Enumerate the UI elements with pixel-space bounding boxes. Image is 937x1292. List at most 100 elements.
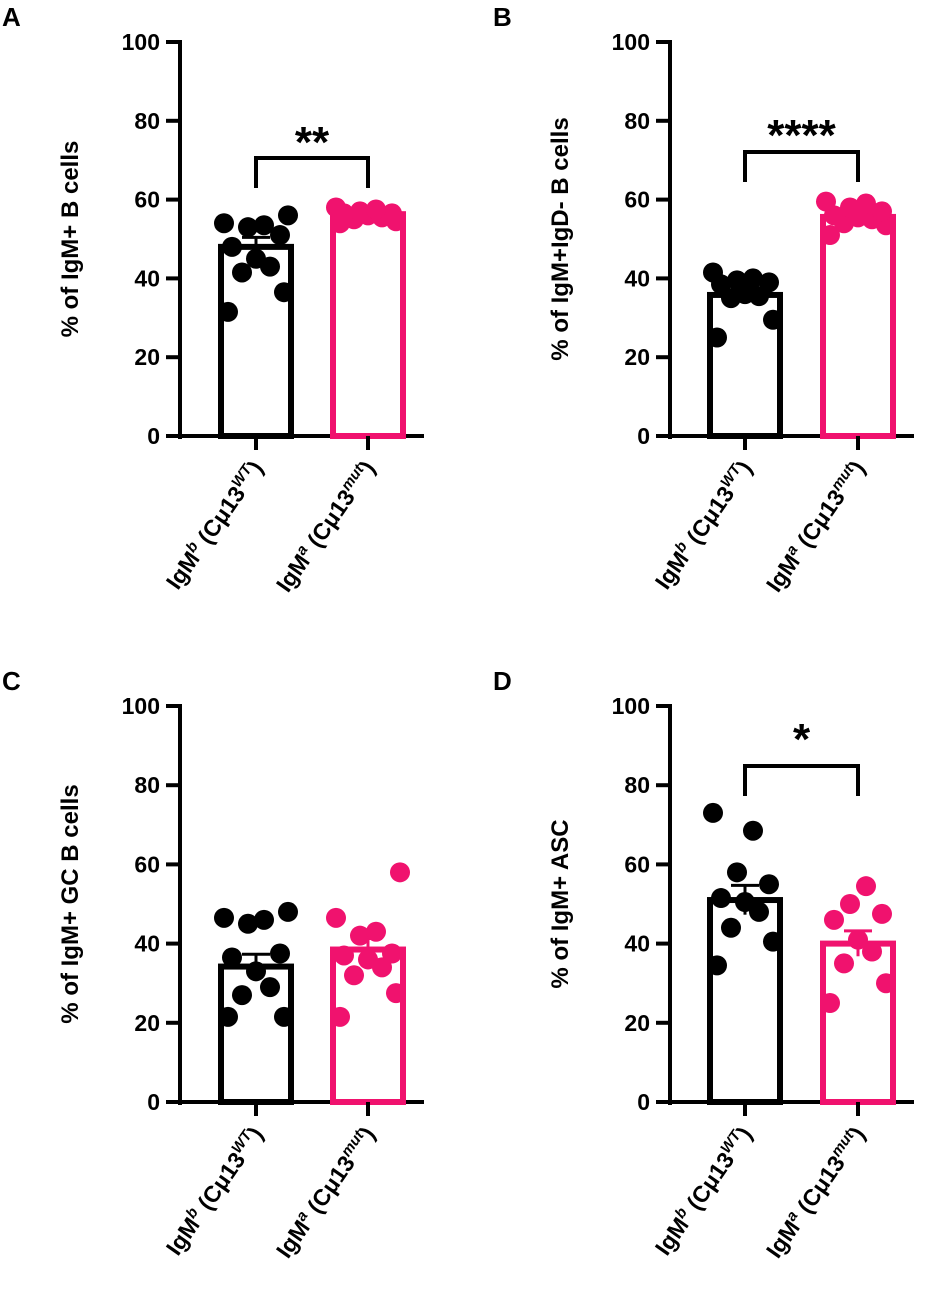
y-tick-label: 0 — [637, 1089, 650, 1115]
y-axis-label: % of IgM+ ASC — [547, 819, 574, 988]
y-tick-label: 80 — [134, 108, 160, 134]
y-tick-label: 40 — [624, 931, 650, 957]
data-point — [326, 907, 346, 928]
data-point — [856, 193, 876, 214]
data-point — [214, 907, 234, 928]
data-point — [350, 201, 370, 222]
data-point — [711, 888, 731, 909]
data-point — [840, 197, 860, 218]
label-part: IgM — [271, 549, 315, 596]
data-point — [707, 955, 727, 976]
significance-label: ** — [295, 118, 330, 167]
data-point — [254, 215, 274, 236]
data-point — [703, 262, 723, 283]
data-point — [840, 894, 860, 914]
data-point — [274, 1006, 294, 1027]
label-part: IgM — [761, 1215, 805, 1262]
data-point — [232, 985, 252, 1006]
y-tick-label: 60 — [134, 851, 160, 877]
y-tick-label: 60 — [624, 187, 650, 213]
significance-label: **** — [767, 111, 836, 160]
data-point — [763, 309, 783, 330]
data-point — [820, 225, 840, 246]
significance-bracket — [743, 150, 860, 182]
panel-a: A 0 20 40 60 80 100 % of IgM+ B cells IgMb (Cμ13… — [2, 2, 424, 597]
data-point — [382, 943, 402, 964]
y-axis-label: % of IgM+IgD- B cells — [547, 117, 574, 360]
data-point — [254, 909, 274, 930]
y-tick-label: 60 — [624, 851, 650, 877]
data-point — [270, 225, 290, 246]
y-tick-label: 60 — [134, 187, 160, 213]
bar-mut — [330, 211, 406, 439]
y-tick-label: 80 — [624, 108, 650, 134]
x-category-label: IgMa (Cμ13mut) — [270, 1121, 380, 1262]
x-category-label: IgMb (Cμ13WT) — [649, 455, 757, 593]
y-tick-label: 0 — [637, 423, 650, 449]
label-part: (Cμ13 — [788, 485, 850, 558]
significance-bracket — [254, 156, 370, 188]
x-category-label: IgMb (Cμ13WT) — [160, 1121, 268, 1259]
x-category-label: IgMb (Cμ13WT) — [160, 455, 268, 593]
label-part: (Cμ13 — [189, 481, 251, 554]
panel-letter: D — [493, 666, 512, 696]
x-category-label: IgMb (Cμ13WT) — [649, 1121, 757, 1259]
y-tick-label: 0 — [147, 423, 160, 449]
data-point — [218, 301, 238, 322]
bar-mut — [820, 213, 896, 439]
y-tick-label: 100 — [122, 693, 160, 719]
x-category-label: IgMa (Cμ13mut) — [270, 455, 380, 596]
y-axis-label: % of IgM+ B cells — [57, 141, 84, 338]
significance-bracket — [743, 764, 860, 796]
label-part: (Cμ13 — [678, 1147, 740, 1220]
data-point — [872, 903, 892, 924]
y-tick-label: 20 — [624, 344, 650, 370]
data-point — [735, 892, 755, 913]
significance-label: * — [793, 715, 811, 764]
data-point — [834, 953, 854, 974]
data-point — [218, 1006, 238, 1027]
label-part: IgM — [271, 1215, 315, 1262]
data-point — [390, 862, 410, 883]
data-point — [330, 1006, 350, 1027]
y-tick-label: 80 — [134, 772, 160, 798]
data-point — [260, 977, 280, 998]
panel-b: B 0 20 40 60 80 100 % of IgM+IgD- B cells IgMb (… — [493, 2, 914, 597]
data-point — [232, 262, 252, 283]
label-part: IgM — [761, 549, 805, 596]
data-point — [743, 268, 763, 289]
y-tick-label: 20 — [134, 344, 160, 370]
bar-mut — [820, 940, 896, 1105]
data-point — [820, 993, 840, 1013]
data-point — [759, 272, 779, 293]
panel-letter: B — [493, 2, 512, 32]
data-point — [386, 983, 406, 1004]
data-point — [274, 282, 294, 303]
data-point — [222, 236, 242, 257]
data-point — [222, 947, 242, 968]
data-point — [344, 965, 364, 986]
label-part: IgM — [650, 546, 694, 593]
data-point — [382, 203, 402, 224]
data-point — [862, 941, 882, 962]
y-tick-label: 40 — [134, 265, 160, 291]
data-point — [872, 201, 892, 222]
y-tick-label: 80 — [624, 772, 650, 798]
data-point — [246, 961, 266, 982]
data-point — [759, 874, 779, 895]
data-point — [876, 973, 896, 994]
y-axis-label: % of IgM+ GC B cells — [57, 784, 84, 1023]
y-tick-label: 100 — [612, 693, 650, 719]
data-point — [727, 270, 747, 291]
label-part: (Cμ13 — [788, 1151, 850, 1224]
data-point — [326, 197, 346, 218]
data-point — [238, 217, 258, 238]
bar-wt — [218, 243, 294, 439]
data-point — [848, 929, 868, 950]
data-point — [703, 802, 723, 823]
label-part: (Cμ13 — [189, 1147, 251, 1220]
bar-wt — [707, 897, 783, 1105]
data-point — [366, 199, 386, 220]
data-point — [334, 945, 354, 966]
